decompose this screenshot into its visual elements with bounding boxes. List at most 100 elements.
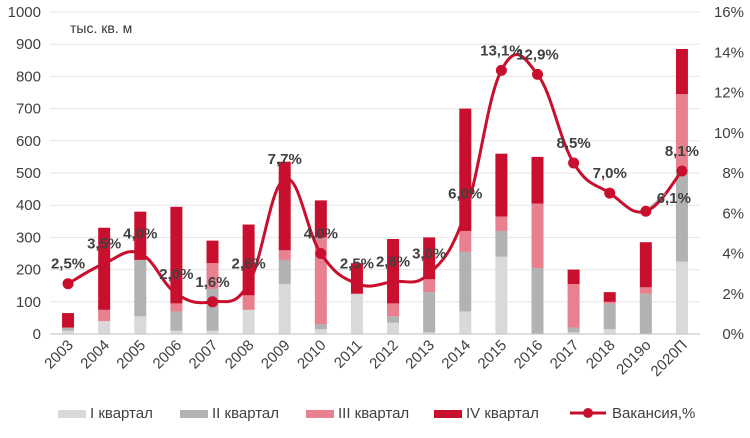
- vacancy-point: [604, 187, 616, 199]
- bar-segment-q3: [675, 94, 688, 169]
- x-tick-label: 2016: [511, 337, 547, 373]
- vacancy-data-label: 2,5%: [51, 256, 85, 273]
- legend-label: I квартал: [90, 405, 153, 422]
- bar-segment-q1: [206, 330, 219, 334]
- y-right-tick-label: 6%: [722, 205, 744, 222]
- bar-segment-q1: [350, 293, 363, 334]
- y-left-tick-label: 700: [16, 101, 41, 118]
- vacancy-data-label: 6,0%: [448, 185, 482, 202]
- bar-segment-q4: [675, 49, 688, 95]
- vacancy-point: [495, 64, 507, 76]
- bar-segment-q3: [387, 303, 400, 317]
- vacancy-point: [207, 296, 218, 308]
- bar-segment-q4: [314, 200, 327, 238]
- bar-segment-q2: [314, 324, 327, 330]
- vacancy-data-label: 4,0%: [304, 226, 338, 243]
- bar-segment-q2: [675, 168, 688, 262]
- bar-segment-q4: [567, 269, 580, 285]
- bar-segment-q2: [603, 303, 616, 330]
- vacancy-point: [98, 258, 110, 270]
- bar-segment-q1: [495, 256, 508, 334]
- y-right-tick-label: 12%: [714, 85, 744, 102]
- bar-segment-q2: [495, 230, 508, 257]
- y-left-tick-label: 100: [16, 294, 41, 311]
- bar-segment-q1: [675, 261, 688, 334]
- vacancy-point: [676, 165, 688, 177]
- bar-segment-q4: [531, 156, 544, 204]
- vacancy-data-label: 2,5%: [340, 256, 374, 273]
- bar-segment-q4: [134, 211, 147, 260]
- bar-segment-q2: [639, 293, 652, 334]
- bar-segment-q2: [206, 288, 219, 331]
- y-right-tick-label: 0%: [722, 326, 744, 343]
- x-tick-label: 2004: [77, 337, 113, 373]
- bar-segment-q4: [170, 206, 183, 304]
- bar-segment-q3: [170, 303, 183, 312]
- vacancy-data-label: 2,0%: [159, 266, 193, 283]
- bar-segment-q1: [134, 316, 147, 334]
- unit-label: тыс. кв. м: [70, 20, 132, 36]
- bar-segment-q3: [98, 309, 111, 322]
- bar-segment-q3: [459, 230, 472, 252]
- vacancy-data-label: 3,0%: [412, 246, 446, 263]
- bar-segment-q4: [495, 153, 508, 217]
- bar-segment-q1: [603, 329, 616, 334]
- bar-segment-q1: [387, 322, 400, 334]
- vacancy-point: [351, 278, 363, 290]
- bar-segment-q1: [278, 284, 291, 334]
- y-left-tick-label: 0: [33, 326, 41, 343]
- vacancy-data-label: 8,5%: [557, 135, 591, 152]
- y-right-tick-label: 2%: [722, 286, 744, 303]
- vacancy-data-label: 3,5%: [87, 236, 121, 253]
- legend-swatch: [306, 410, 334, 418]
- vacancy-point: [640, 205, 652, 217]
- bar-segment-q3: [206, 263, 219, 289]
- y-left-tick-label: 800: [16, 68, 41, 85]
- x-tick-label: 2013: [402, 337, 438, 373]
- vacancy-point: [459, 207, 471, 219]
- y-right-tick-label: 8%: [722, 165, 744, 182]
- legend-swatch: [180, 410, 208, 418]
- bar-segment-q2: [278, 259, 291, 285]
- bar-segment-q1: [314, 329, 327, 334]
- y-left-tick-label: 400: [16, 197, 41, 214]
- bar-segment-q3: [495, 216, 508, 231]
- bar-segment-q2: [531, 267, 544, 334]
- bar-segment-q3: [639, 287, 652, 294]
- vacancy-data-label: 12,9%: [516, 46, 559, 63]
- x-tick-label: 2012: [366, 337, 402, 373]
- vacancy-point: [62, 278, 74, 290]
- bar-segment-q3: [567, 284, 580, 328]
- legend: I квартал II квартал III квартал IV квартал…: [58, 405, 695, 422]
- y-left-tick-label: 600: [16, 133, 41, 150]
- bar-segment-q3: [423, 279, 436, 293]
- bar-segment-q2: [459, 251, 472, 312]
- bar-segment-q4: [603, 292, 616, 302]
- bar-segment-q4: [62, 313, 75, 328]
- x-tick-label: 2015: [475, 337, 511, 373]
- x-tick-label: 2019о: [613, 337, 655, 379]
- vacancy-point: [532, 68, 543, 80]
- bar-segment-q1: [98, 321, 111, 334]
- bar-segment-q2: [387, 316, 400, 323]
- x-tick-label: 2014: [438, 337, 474, 373]
- legend-label: IV квартал: [466, 405, 539, 422]
- legend-swatch: [58, 410, 86, 418]
- bar-segment-q2: [423, 292, 436, 333]
- legend-label: Вакансия,%: [612, 405, 695, 422]
- vacancy-point: [568, 157, 580, 169]
- bar-segment-q3: [531, 203, 544, 268]
- y-right-tick-label: 14%: [714, 44, 744, 61]
- gridlines: [50, 11, 700, 335]
- bar-segment-q3: [242, 295, 255, 310]
- bar-segment-q1: [423, 332, 436, 334]
- vacancy-point: [243, 278, 255, 290]
- x-tick-label: 2006: [150, 337, 186, 373]
- vacancy-data-label: 13,1%: [480, 42, 523, 59]
- bar-segment-q2: [62, 327, 75, 331]
- bar-segment-q1: [459, 311, 472, 334]
- vacancy-data-label: 1,6%: [195, 274, 229, 291]
- vacancy-point: [387, 276, 399, 288]
- vacancy-data-label: 2,6%: [232, 256, 266, 273]
